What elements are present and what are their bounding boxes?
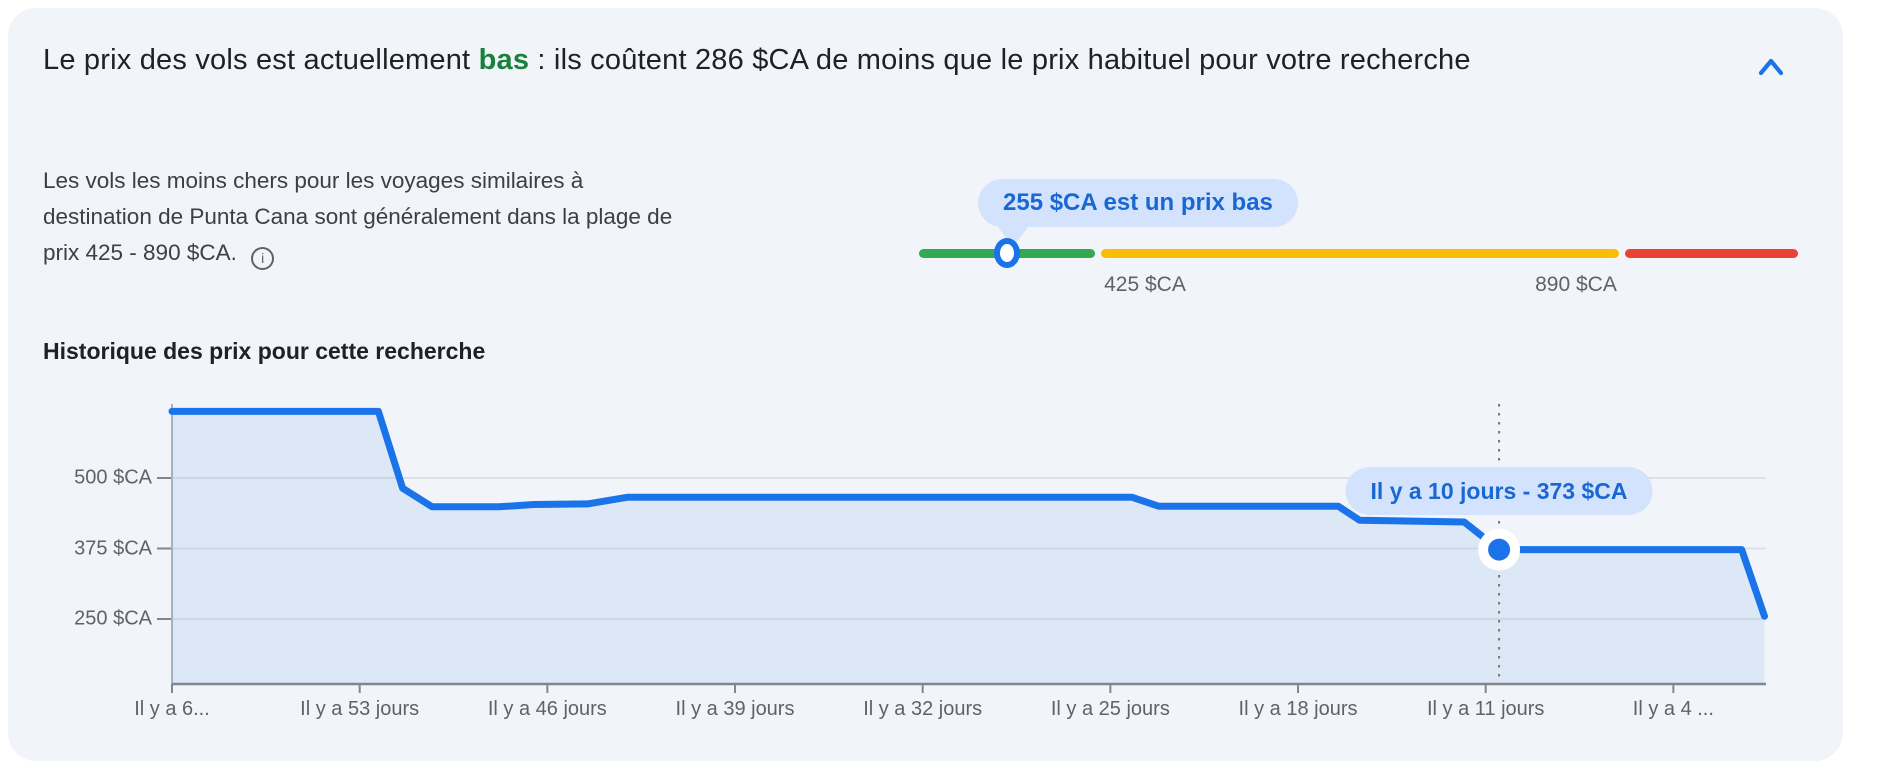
range-segment-high — [1625, 249, 1798, 258]
price-level-highlight: bas — [478, 44, 530, 76]
title-suffix: : ils coûtent 286 $CA de moins que le pr… — [529, 44, 1471, 76]
x-axis-label: Il y a 18 jours — [1238, 698, 1358, 720]
summary-text: Les vols les moins chers pour les voyage… — [43, 163, 683, 271]
summary-text-content: Les vols les moins chers pour les voyage… — [43, 168, 673, 265]
price-level-tooltip-text: 255 $CA est un prix bas — [1003, 189, 1273, 216]
x-axis-label: Il y a 25 jours — [1050, 698, 1170, 720]
selected-point-tooltip: Il y a 10 jours - 373 $CA — [1345, 467, 1653, 515]
info-icon[interactable]: i — [251, 247, 275, 270]
price-insights-card: Le prix des vols est actuellement bas : … — [8, 8, 1843, 761]
x-axis-label: Il y a 39 jours — [675, 698, 795, 720]
x-axis-label: Il y a 11 jours — [1426, 698, 1545, 720]
y-axis-label: 250 $CA — [74, 607, 152, 630]
current-price-marker — [994, 238, 1020, 268]
range-high-label: 890 $CA — [1535, 273, 1617, 296]
history-title: Historique des prix pour cette recherche — [43, 338, 486, 364]
y-axis-label: 375 $CA — [74, 537, 152, 559]
price-level-tooltip: 255 $CA est un prix bas — [978, 179, 1298, 247]
x-axis-label: Il y a 53 jours — [300, 698, 420, 720]
collapse-button[interactable] — [1749, 46, 1793, 90]
chevron-up-icon — [1758, 58, 1784, 76]
title-prefix: Le prix des vols est actuellement — [43, 44, 479, 76]
range-low-label: 425 $CA — [1104, 273, 1186, 296]
range-segment-typical — [1101, 249, 1619, 258]
y-axis-label: 500 $CA — [74, 466, 152, 489]
x-axis-label: Il y a 32 jours — [863, 698, 983, 720]
x-axis-label: Il y a 46 jours — [487, 698, 607, 720]
x-axis-label: Il y a 6... — [134, 698, 210, 720]
x-axis-label: Il y a 4 ... — [1632, 698, 1714, 720]
page-title: Le prix des vols est actuellement bas : … — [43, 38, 1598, 83]
